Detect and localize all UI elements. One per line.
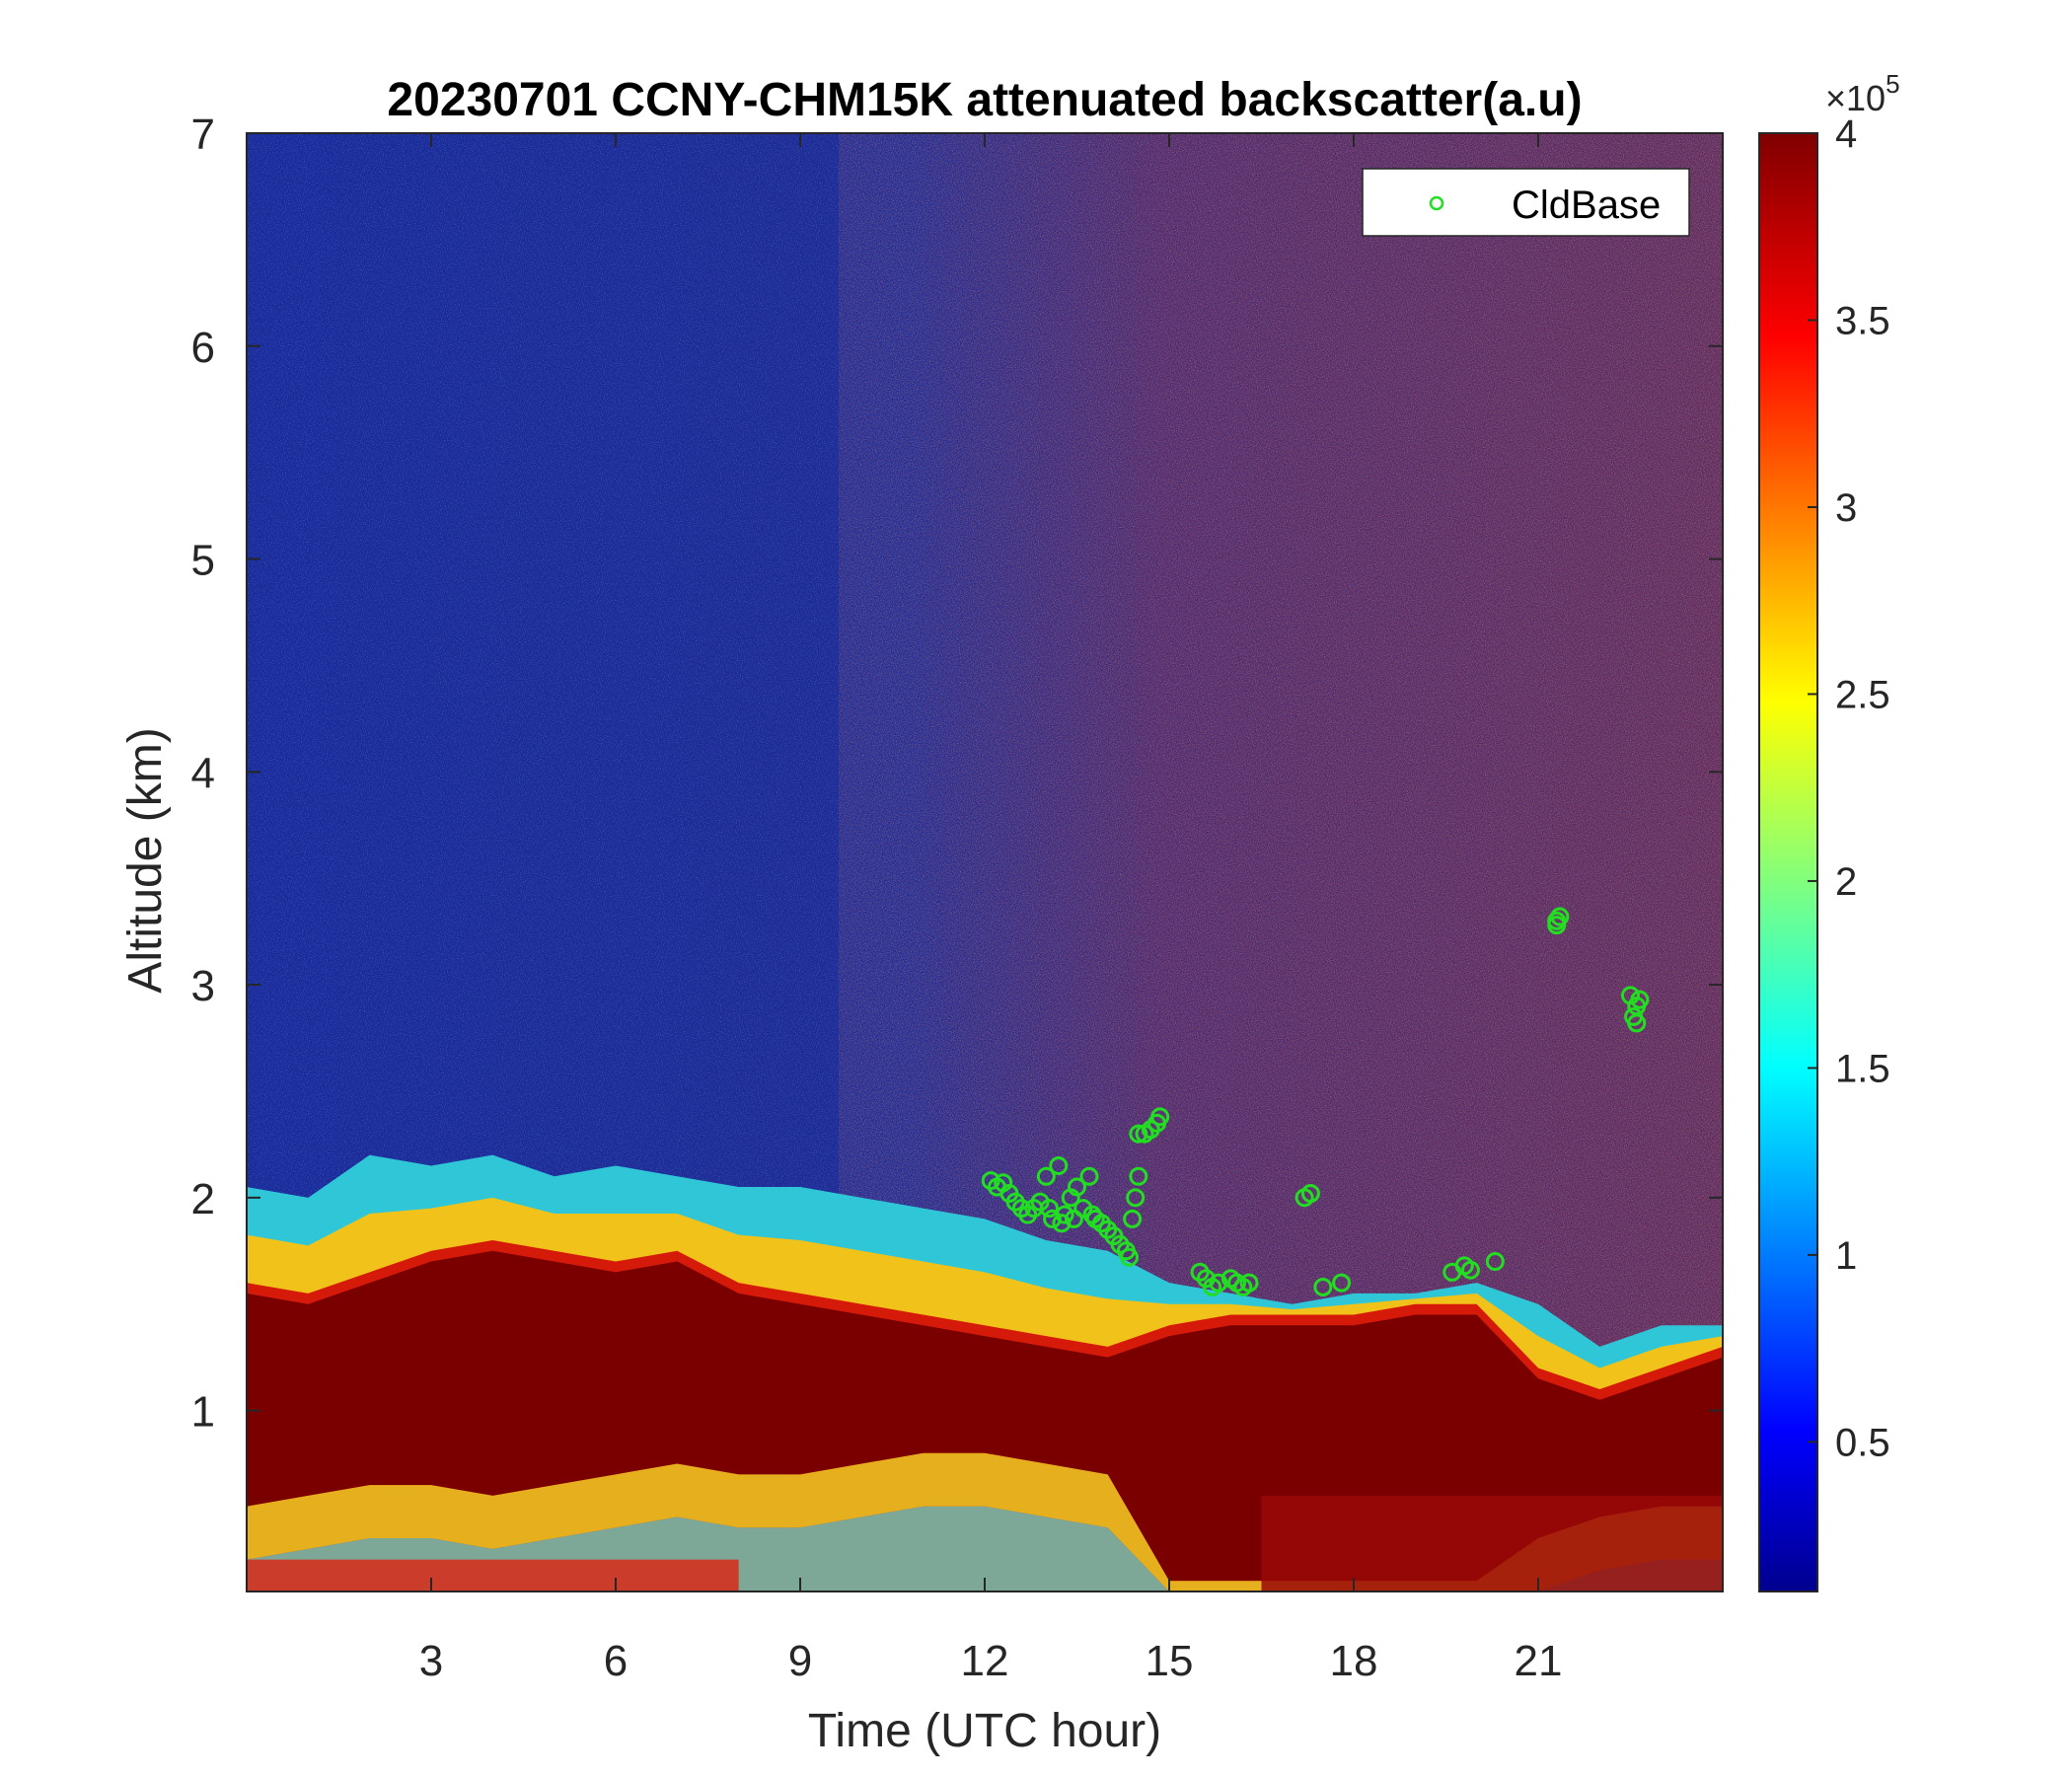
y-axis: 1 2 3 4 5 6 7	[191, 111, 1723, 1437]
colorbar-frame	[1758, 132, 1818, 1592]
cloud-base-point	[1123, 1209, 1143, 1228]
cloud-base-point	[1036, 1166, 1056, 1186]
cloud-base-point	[1055, 1205, 1074, 1224]
aerosol-layers	[247, 1154, 1723, 1591]
legend-marker-cldbase	[1429, 195, 1444, 211]
cloud-base-point	[1332, 1273, 1352, 1293]
cloud-base-point	[1313, 1277, 1333, 1296]
legend-box	[1362, 168, 1690, 237]
colorbar: 0.5 1 1.5 2 2.5 3 3.5 4 ×105	[1758, 69, 1900, 1592]
x-tick-label: 6	[604, 1637, 628, 1685]
cloud-base-point	[1052, 1214, 1072, 1233]
cloud-base-point	[1239, 1273, 1259, 1293]
colorbar-tick-label: 2.5	[1835, 673, 1890, 716]
y-tick-label: 6	[191, 324, 215, 372]
y-tick-label: 7	[191, 111, 215, 159]
colorbar-tick-label: 3.5	[1835, 299, 1890, 342]
cloud-base-markers	[981, 907, 1650, 1296]
cloud-base-point	[1209, 1273, 1228, 1293]
cloud-base-point	[1300, 1184, 1320, 1204]
cloud-base-point	[1049, 1155, 1069, 1175]
y-tick-label: 3	[191, 962, 215, 1010]
x-tick-label: 21	[1515, 1637, 1563, 1685]
surface-red-strip	[247, 1559, 739, 1591]
plot-area	[247, 133, 1723, 1591]
colorbar-gradient	[1759, 133, 1817, 1591]
cloud-base-point	[1550, 907, 1570, 926]
colorbar-tick-label: 3	[1835, 486, 1857, 530]
cloud-base-point	[1627, 1013, 1647, 1033]
cloud-base-point	[1129, 1124, 1148, 1144]
x-tick-label: 15	[1146, 1637, 1194, 1685]
cloud-base-point	[1129, 1166, 1148, 1186]
surface-red-late	[1261, 1495, 1723, 1591]
colorbar-tick-label: 0.5	[1835, 1421, 1890, 1464]
chart-title: 20230701 CCNY-CHM15K attenuated backscat…	[387, 74, 1582, 126]
colorbar-tick-label: 4	[1835, 112, 1857, 156]
y-tick-label: 5	[191, 537, 215, 585]
cloud-base-point	[1068, 1177, 1086, 1197]
colorbar-tick-label: 2	[1835, 860, 1857, 904]
cloud-base-point	[1079, 1166, 1099, 1186]
y-tick-label: 2	[191, 1175, 215, 1223]
y-axis-label: Altitude (km)	[119, 727, 172, 993]
layer-lower-yellow	[247, 1452, 1723, 1591]
colorbar-ticks: 0.5 1 1.5 2 2.5 3 3.5 4	[1808, 112, 1890, 1464]
cloud-base-point	[1119, 1247, 1139, 1267]
x-tick-label: 12	[961, 1637, 1009, 1685]
cloud-base-point	[1126, 1188, 1146, 1208]
cloud-base-point	[1485, 1252, 1505, 1272]
cloud-base-point	[1630, 990, 1650, 1009]
legend-label-cldbase: CldBase	[1512, 184, 1661, 227]
colorbar-multiplier: ×105	[1825, 69, 1900, 118]
x-axis-label: Time (UTC hour)	[808, 1705, 1161, 1757]
cloud-base-point	[1460, 1260, 1480, 1280]
cloud-base-point	[1547, 916, 1567, 935]
y-tick-label: 4	[191, 749, 215, 797]
x-tick-label: 9	[788, 1637, 812, 1685]
colorbar-tick-label: 1.5	[1835, 1047, 1890, 1090]
cloud-base-point	[1039, 1199, 1059, 1219]
cloud-base-point	[1043, 1209, 1063, 1228]
colorbar-tick-label: 1	[1835, 1234, 1857, 1278]
cloud-base-point	[1064, 1209, 1083, 1228]
cloud-base-point	[1150, 1107, 1170, 1127]
y-tick-label: 1	[191, 1388, 215, 1437]
x-tick-label: 18	[1330, 1637, 1378, 1685]
x-tick-label: 3	[419, 1637, 443, 1685]
legend: CldBase	[1362, 168, 1690, 237]
x-axis: 3 6 9 12 15 18 21	[419, 133, 1563, 1685]
